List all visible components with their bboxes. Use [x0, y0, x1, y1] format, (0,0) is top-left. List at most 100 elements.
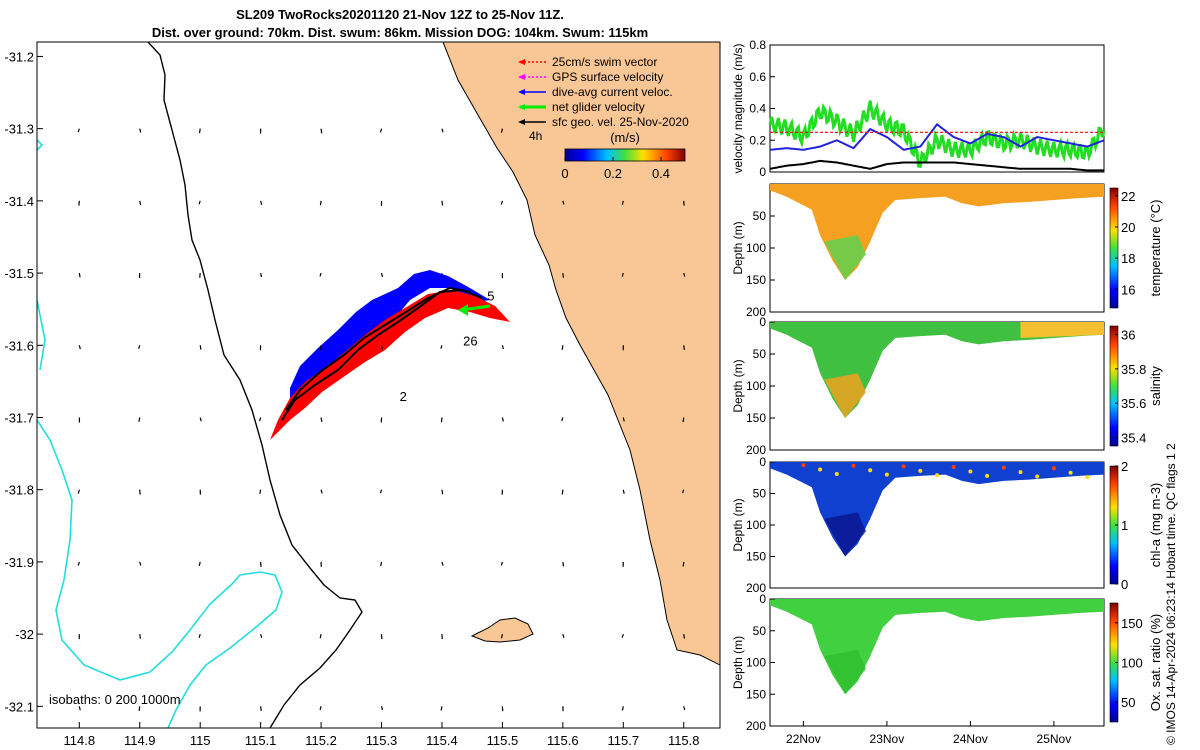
vector-arrow [440, 345, 443, 349]
vector-arrow [440, 272, 443, 278]
vector-arrow [682, 561, 685, 567]
map-x-tick-label: 114.8 [64, 733, 96, 748]
day-label: 5 [487, 289, 494, 304]
chl-point [1001, 465, 1006, 470]
day-label: 26 [463, 333, 477, 348]
vector-arrow [139, 634, 141, 639]
colorbar-label: salinity [1148, 366, 1163, 406]
colorbar-tick-label: 35.4 [1121, 430, 1146, 445]
time-tick-label: 25Nov [1037, 732, 1072, 746]
velocity-y-tick-label: 0.8 [749, 38, 766, 52]
vector-arrow [561, 489, 564, 495]
vector-arrow [380, 706, 384, 711]
section-surface-patch [1020, 322, 1104, 338]
vector-arrow [77, 489, 80, 494]
velocity-series-line [768, 100, 1106, 169]
colorbar-tick-label: 0.4 [652, 166, 670, 181]
time-tick-label: 23Nov [870, 732, 905, 746]
vector-arrow [682, 417, 685, 423]
vector-arrow [441, 128, 444, 133]
vector-arrow [380, 272, 384, 278]
map-y-tick-label: -31.3 [4, 122, 34, 137]
section-y-tick-label: 100 [746, 241, 766, 255]
section-y-tick-label: 150 [746, 687, 766, 701]
track-line [285, 286, 471, 411]
vector-arrow [320, 489, 323, 494]
section-y-tick-label: 50 [753, 209, 767, 223]
chl-point [1018, 470, 1023, 475]
vector-arrow [500, 200, 503, 205]
vector-arrow [683, 706, 686, 711]
vector-arrow [621, 200, 624, 205]
section-y-tick-label: 100 [746, 379, 766, 393]
vector-arrow [139, 561, 142, 566]
colorbar-tick-label: 16 [1121, 282, 1135, 297]
chl-point [935, 473, 939, 478]
track-blue-band [290, 270, 490, 410]
legend-label: GPS surface velocity [552, 70, 663, 84]
chl-point [1068, 470, 1073, 475]
chl-point [951, 465, 956, 470]
section-y-tick-label: 100 [746, 518, 766, 532]
time-label: 4h [529, 129, 542, 143]
section-deep-core [824, 649, 867, 695]
vector-arrow [199, 417, 202, 422]
colorbar-tick-label: 100 [1121, 656, 1143, 671]
vector-arrow [682, 489, 685, 494]
section-deep-core [824, 512, 867, 557]
colorbar-unit: (m/s) [610, 130, 640, 145]
vector-arrow [198, 128, 201, 134]
section-y-tick-label: 150 [746, 273, 766, 287]
vector-arrow [139, 128, 142, 133]
vector-arrow [320, 128, 323, 134]
map-y-tick-label: -31.6 [4, 338, 34, 353]
chl-point [1035, 474, 1040, 479]
vector-arrow [258, 417, 262, 422]
section-y-tick-label: 0 [759, 592, 766, 606]
land-mass [442, 42, 720, 666]
vector-arrow [198, 633, 201, 638]
map-x-tick-label: 114.9 [124, 733, 156, 748]
colorbar-tick-label: 0 [561, 166, 568, 181]
legend-label: dive-avg current veloc. [552, 85, 673, 99]
chl-point [884, 472, 889, 477]
vector-arrow [260, 200, 263, 205]
vector-arrow [379, 489, 383, 494]
section-y-tick-label: 150 [746, 411, 766, 425]
colorbar-label: chl-a (mg m-3) [1148, 483, 1163, 568]
map-y-tick-label: -32.1 [4, 699, 34, 714]
figure-title-line1: SL209 TwoRocks20201120 21-Nov 12Z to 25-… [236, 7, 564, 22]
velocity-magnitude-panel[interactable]: 0 0.2 0.4 0.6 0.8 velocity magnitude (m/s) [731, 38, 1106, 179]
legend-label: net glider velocity [552, 100, 645, 114]
section-y-tick-label: 0 [759, 315, 766, 329]
legend-arrowhead [518, 59, 525, 65]
colorbar-tick-label: 2 [1121, 459, 1128, 474]
time-tick-label: 24Nov [953, 732, 988, 746]
vector-arrow [441, 200, 444, 206]
chl-point [801, 463, 806, 468]
map-panel[interactable]: 114.8 114.9 115 115.1 115.2 115.3 115.4 115.5 11… [4, 41, 721, 748]
chl-point [968, 469, 973, 474]
vector-arrow [561, 345, 564, 350]
vector-arrow [501, 345, 504, 350]
section-y-tick-label: 50 [753, 624, 767, 638]
vector-arrow [500, 561, 503, 566]
vector-arrow [440, 706, 443, 711]
velocity-y-tick-label: 0 [759, 165, 766, 179]
velocity-y-tick-label: 0.4 [749, 102, 766, 116]
vector-arrow [562, 561, 565, 567]
vector-arrow [320, 417, 323, 422]
colorbar-tick-label: 18 [1121, 251, 1135, 266]
vector-arrow [621, 706, 624, 711]
isobath-200m [147, 42, 363, 728]
map-y-tick-label: -31.8 [4, 483, 34, 498]
vector-arrow [622, 489, 625, 494]
vector-arrow [77, 128, 80, 133]
footer-stamp: © IMOS 14-Apr-2024 06:23:14 Hobart time.… [1164, 443, 1178, 745]
velocity-vector-field [77, 128, 686, 712]
vector-arrow [621, 633, 624, 638]
map-x-tick-label: 115 [190, 733, 211, 748]
legend-label: sfc geo. vel. 25-Nov-2020 [552, 115, 689, 129]
